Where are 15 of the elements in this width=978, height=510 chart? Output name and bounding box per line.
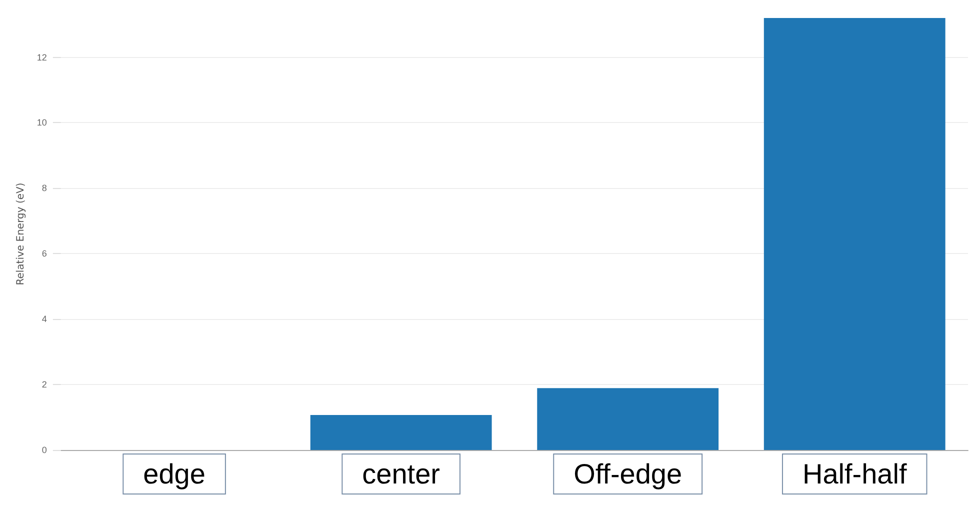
y-tick-label: 6 [42, 248, 47, 259]
y-tick-label: 12 [36, 52, 47, 62]
y-tick-label: 8 [42, 183, 47, 194]
bar [764, 18, 946, 450]
bar [310, 414, 492, 450]
x-tick-label: center [362, 458, 440, 490]
y-tick-label: 0 [42, 445, 47, 455]
x-tick-label: Half-half [802, 458, 907, 490]
bar [537, 388, 719, 450]
y-tick-label: 4 [42, 314, 47, 324]
x-tick-label: edge [143, 458, 206, 490]
x-tick-label: Off-edge [574, 458, 682, 490]
y-tick-label: 2 [42, 380, 47, 390]
y-axis-title: Relative Energy (eV) [16, 182, 26, 286]
y-tick-label: 10 [36, 118, 47, 128]
